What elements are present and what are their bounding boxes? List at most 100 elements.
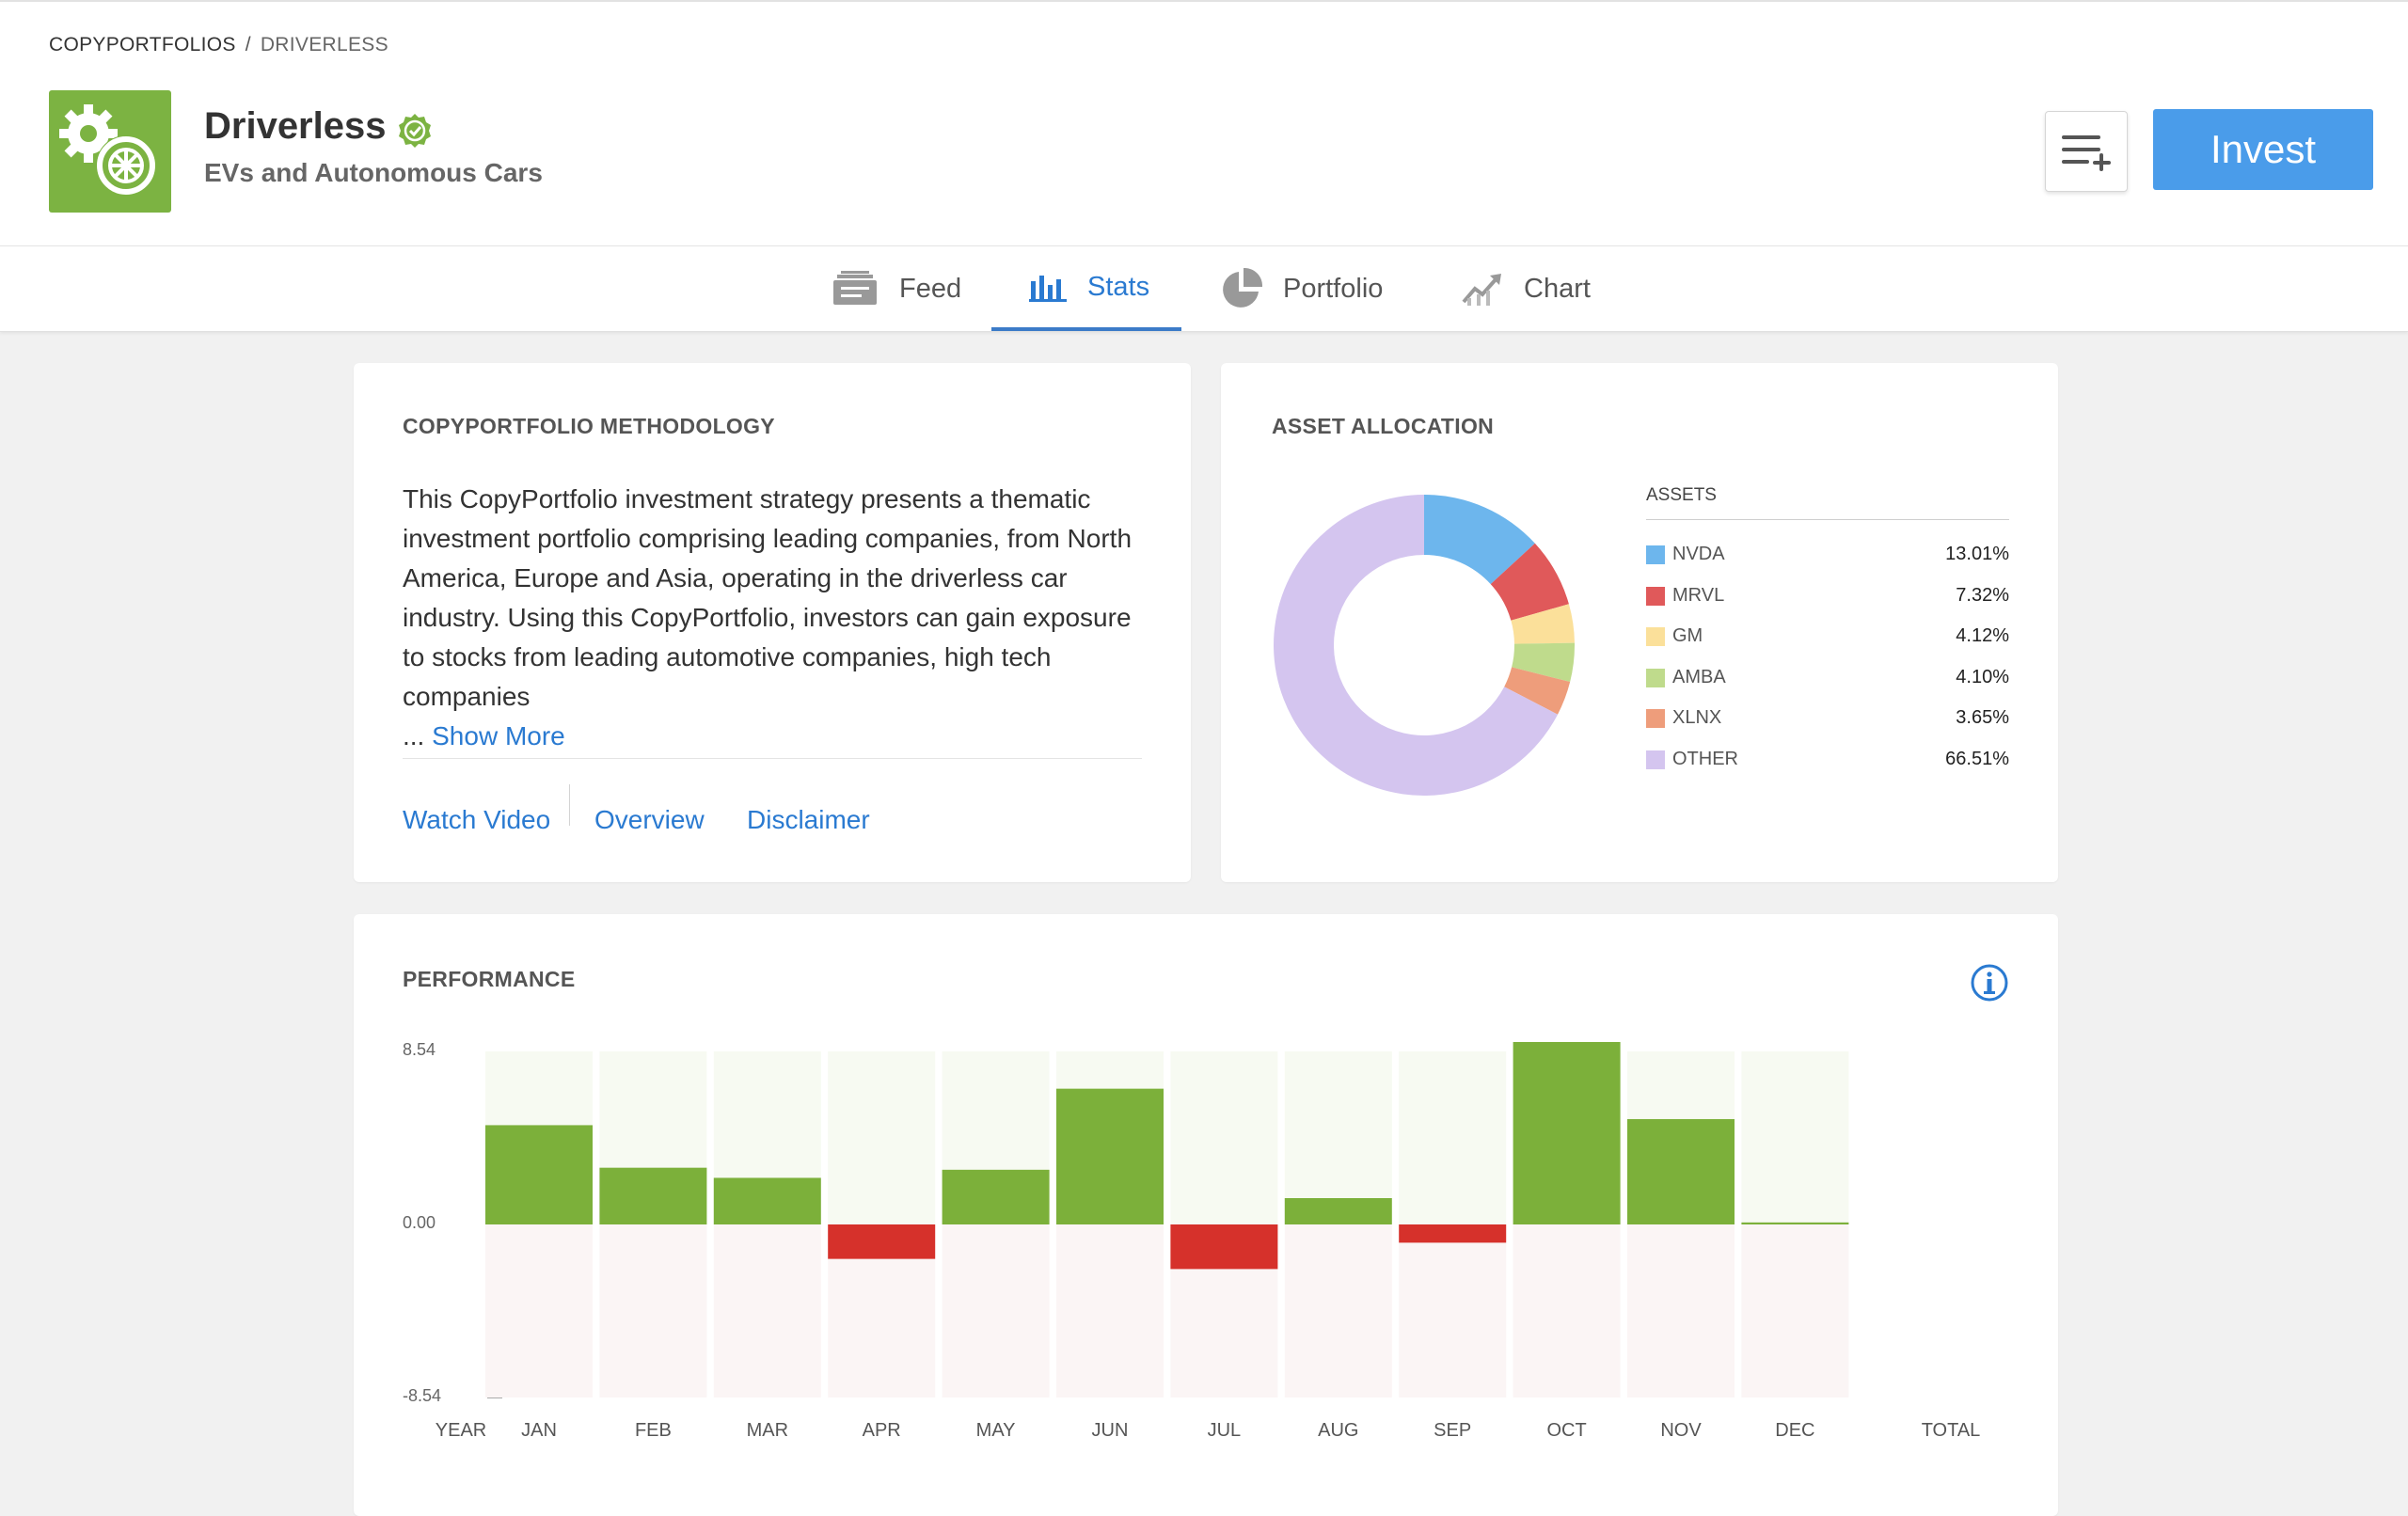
trend-chart-icon <box>1462 274 1501 306</box>
breadcrumb-separator: / <box>245 34 251 55</box>
methodology-body: This CopyPortfolio investment strategy p… <box>403 484 1133 711</box>
bar-background-negative <box>485 1224 593 1398</box>
methodology-ellipsis: ... <box>403 721 425 750</box>
total-label: TOTAL <box>1921 1420 1981 1441</box>
methodology-text: This CopyPortfolio investment strategy p… <box>403 480 1155 756</box>
feed-icon <box>833 271 877 305</box>
pie-chart-icon <box>1223 268 1262 308</box>
month-label-may: MAY <box>975 1420 1016 1441</box>
bar-sep[interactable] <box>1399 1224 1507 1243</box>
legend-swatch <box>1646 627 1665 646</box>
bar-jun[interactable] <box>1056 1088 1164 1224</box>
bar-background-negative <box>713 1224 821 1398</box>
tab-stats-label: Stats <box>1087 271 1150 302</box>
invest-button[interactable]: Invest <box>2153 109 2373 190</box>
bar-background-negative <box>1513 1224 1621 1398</box>
tab-portfolio-label: Portfolio <box>1283 273 1384 304</box>
breadcrumb: COPYPORTFOLIOS / DRIVERLESS <box>49 34 388 56</box>
bar-background-negative <box>1056 1224 1164 1398</box>
month-label-mar: MAR <box>746 1420 789 1441</box>
bar-dec[interactable] <box>1741 1222 1849 1224</box>
bar-background-positive <box>1741 1051 1849 1224</box>
bar-mar[interactable] <box>713 1177 821 1224</box>
bar-apr[interactable] <box>828 1224 936 1259</box>
month-label-aug: AUG <box>1318 1420 1359 1441</box>
legend-asset-name: AMBA <box>1672 666 1726 687</box>
tab-stats[interactable]: Stats <box>991 246 1182 331</box>
bar-background-negative <box>1627 1224 1735 1398</box>
bar-oct[interactable] <box>1513 1042 1621 1224</box>
legend-swatch <box>1646 709 1665 728</box>
y-tick-label: 0.00 <box>403 1213 436 1232</box>
allocation-donut-chart[interactable] <box>1264 485 1584 805</box>
tab-chart-label: Chart <box>1524 273 1591 304</box>
legend-asset-percent: 4.12% <box>1956 625 2009 646</box>
gear-wheel-icon <box>59 104 156 196</box>
month-label-jan: JAN <box>521 1420 557 1441</box>
bar-chart-icon <box>1029 276 1067 302</box>
tab-feed[interactable]: Feed <box>832 246 961 331</box>
donut-slice-mrvl[interactable] <box>1490 543 1569 621</box>
donut-slice-gm[interactable] <box>1511 604 1575 644</box>
bar-background-negative <box>599 1224 707 1398</box>
bar-background-positive <box>1399 1051 1507 1224</box>
legend-asset-percent: 7.32% <box>1956 584 2009 606</box>
donut-slice-xlnx[interactable] <box>1504 667 1571 715</box>
breadcrumb-root[interactable]: COPYPORTFOLIOS <box>49 34 236 55</box>
bar-jul[interactable] <box>1170 1224 1278 1270</box>
asset-allocation-title: ASSET ALLOCATION <box>1272 414 1495 438</box>
methodology-card: COPYPORTFOLIO METHODOLOGY This CopyPortf… <box>354 363 1191 882</box>
legend-row-gm: GM 4.12% <box>1646 624 2009 652</box>
legend-swatch <box>1646 668 1665 687</box>
legend-divider <box>1646 519 2009 520</box>
bar-background-positive <box>828 1051 936 1224</box>
show-more-link[interactable]: Show More <box>432 721 565 750</box>
legend-row-amba: AMBA 4.10% <box>1646 665 2009 693</box>
bar-feb[interactable] <box>599 1167 707 1224</box>
asset-allocation-card: ASSET ALLOCATION ASSETS NVDA 13.01% MRVL 7.… <box>1221 363 2058 882</box>
legend-row-other: OTHER 66.51% <box>1646 747 2009 775</box>
bar-aug[interactable] <box>1284 1197 1392 1224</box>
legend-asset-name: OTHER <box>1672 748 1738 769</box>
legend-asset-percent: 13.01% <box>1945 544 2009 564</box>
page-subtitle: EVs and Autonomous Cars <box>204 158 543 187</box>
y-tick-label: -8.54 <box>403 1386 442 1405</box>
legend-title: ASSETS <box>1646 485 1717 505</box>
disclaimer-link[interactable]: Disclaimer <box>747 805 870 834</box>
header-section: COPYPORTFOLIOS / DRIVERLESS <box>0 0 2408 246</box>
legend-asset-percent: 66.51% <box>1945 748 2009 769</box>
legend-swatch <box>1646 545 1665 564</box>
donut-slice-nvda[interactable] <box>1424 495 1535 585</box>
verified-badge-icon <box>399 114 431 148</box>
bar-may[interactable] <box>942 1169 1050 1224</box>
methodology-title: COPYPORTFOLIO METHODOLOGY <box>403 414 775 438</box>
tab-chart[interactable]: Chart <box>1462 246 1591 331</box>
performance-title: PERFORMANCE <box>403 967 576 991</box>
month-label-oct: OCT <box>1546 1420 1587 1441</box>
page-title: Driverless <box>204 105 387 147</box>
bar-background-positive <box>1284 1051 1392 1224</box>
legend-asset-percent: 4.10% <box>1956 666 2009 687</box>
donut-slice-amba[interactable] <box>1512 642 1575 683</box>
legend-row-xlnx: XLNX 3.65% <box>1646 705 2009 734</box>
bar-jan[interactable] <box>485 1125 593 1224</box>
portfolio-logo <box>49 90 171 213</box>
overview-link[interactable]: Overview <box>594 805 705 834</box>
y-tick-label: 8.54 <box>403 1040 436 1059</box>
tab-portfolio[interactable]: Portfolio <box>1221 246 1383 331</box>
bar-nov[interactable] <box>1627 1118 1735 1224</box>
info-icon[interactable] <box>1970 963 2009 1003</box>
add-to-watchlist-button[interactable] <box>2045 111 2128 192</box>
legend-asset-name: GM <box>1672 625 1703 646</box>
legend-swatch <box>1646 586 1665 606</box>
month-label-apr: APR <box>862 1420 901 1441</box>
breadcrumb-current: DRIVERLESS <box>260 34 388 55</box>
donut-slice-other[interactable] <box>1274 495 1559 796</box>
month-label-dec: DEC <box>1775 1420 1815 1441</box>
legend-row-mrvl: MRVL 7.32% <box>1646 583 2009 611</box>
bar-background-negative <box>1399 1224 1507 1398</box>
watch-video-link[interactable]: Watch Video <box>403 805 551 834</box>
bar-background-negative <box>1284 1224 1392 1398</box>
year-label: YEAR <box>435 1420 487 1441</box>
month-label-sep: SEP <box>1434 1420 1472 1441</box>
